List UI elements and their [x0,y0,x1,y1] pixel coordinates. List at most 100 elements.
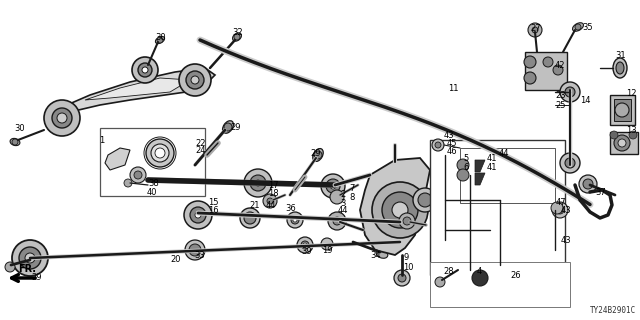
Text: 29: 29 [230,123,241,132]
Circle shape [394,270,410,286]
Circle shape [560,82,580,102]
Bar [460,148,555,203]
Polygon shape [60,68,215,112]
Circle shape [179,64,211,96]
Circle shape [52,108,72,128]
Ellipse shape [616,62,624,74]
Circle shape [190,207,206,223]
Circle shape [142,67,148,73]
Circle shape [303,243,307,247]
Circle shape [413,188,437,212]
Circle shape [57,113,67,123]
Ellipse shape [10,138,20,146]
Text: 11: 11 [448,84,458,92]
Text: 38: 38 [148,179,159,188]
Circle shape [244,169,272,197]
Text: 6: 6 [463,163,468,172]
Circle shape [12,240,48,276]
Circle shape [12,139,18,145]
Circle shape [330,190,344,204]
Circle shape [44,100,80,136]
Text: 30: 30 [14,124,24,132]
Bar [610,132,638,154]
Text: 3: 3 [340,198,346,207]
Ellipse shape [376,250,388,258]
Circle shape [250,175,266,191]
Ellipse shape [313,148,323,162]
Circle shape [191,76,199,84]
Circle shape [234,34,240,40]
Circle shape [472,270,488,286]
Circle shape [146,139,174,167]
Text: 15: 15 [208,197,218,206]
Text: 44: 44 [499,148,509,157]
Text: 16: 16 [208,205,219,214]
Circle shape [314,151,322,159]
Text: 46: 46 [447,147,458,156]
Circle shape [532,27,538,33]
Text: 42: 42 [555,60,566,69]
Circle shape [432,139,444,151]
Circle shape [403,217,411,225]
Circle shape [321,174,345,198]
Circle shape [291,216,299,224]
Bar [430,140,565,275]
Text: 32: 32 [232,28,243,36]
Circle shape [263,194,277,208]
Text: 47: 47 [556,197,566,206]
Text: 23: 23 [555,91,566,100]
Circle shape [333,217,341,225]
Circle shape [435,277,445,287]
Circle shape [618,139,626,147]
Text: 18: 18 [268,188,278,197]
Ellipse shape [573,23,584,31]
Circle shape [240,208,260,228]
Bar [430,262,570,307]
Circle shape [457,169,469,181]
Polygon shape [475,173,485,185]
Circle shape [610,131,618,139]
Text: 41: 41 [487,154,497,163]
Text: TY24B2901C: TY24B2901C [589,306,636,315]
Text: 33: 33 [194,252,205,260]
Text: 10: 10 [403,262,413,271]
Circle shape [293,218,297,222]
Polygon shape [85,78,190,100]
Circle shape [151,144,169,162]
Circle shape [184,201,212,229]
Text: 34: 34 [370,251,381,260]
Text: 4: 4 [477,268,483,276]
Circle shape [25,253,35,263]
Circle shape [5,262,15,272]
Circle shape [124,179,132,187]
Text: FR.: FR. [18,264,36,274]
Circle shape [130,167,146,183]
Text: 27: 27 [530,23,541,33]
Text: 31: 31 [615,51,626,60]
Text: 13: 13 [626,125,637,134]
Text: 9: 9 [403,253,408,262]
Circle shape [155,148,165,158]
Text: 44: 44 [266,201,276,210]
Circle shape [524,72,536,84]
Circle shape [132,57,158,83]
Circle shape [579,175,597,193]
Text: 36: 36 [285,204,296,212]
Circle shape [372,182,428,238]
Circle shape [287,212,303,228]
Text: 1: 1 [99,135,104,145]
Text: 19: 19 [322,245,333,254]
Circle shape [556,206,564,214]
Text: 44: 44 [338,205,349,214]
Circle shape [553,65,563,75]
Ellipse shape [156,36,164,44]
Circle shape [244,212,256,224]
Circle shape [301,241,309,249]
Circle shape [398,274,406,282]
Text: 17: 17 [268,180,278,189]
Text: 30: 30 [155,33,166,42]
Circle shape [297,237,313,253]
Circle shape [189,244,201,256]
Ellipse shape [232,33,241,41]
Circle shape [565,158,575,168]
